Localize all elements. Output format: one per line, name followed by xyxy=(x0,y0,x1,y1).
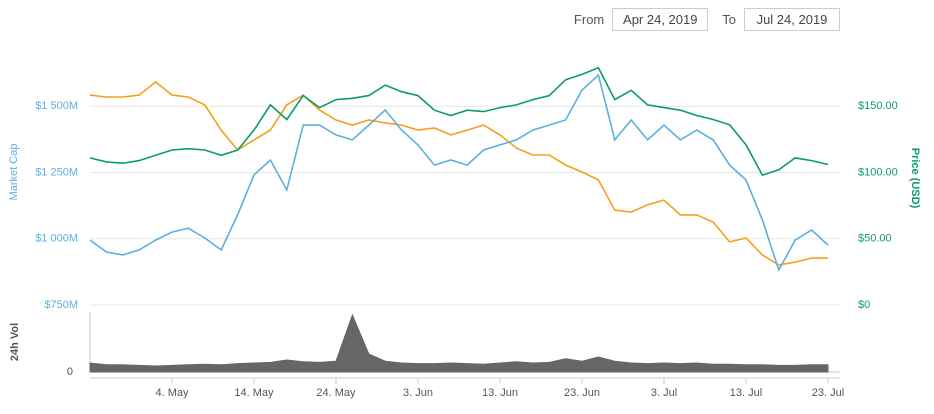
y2-tick-label: $100.00 xyxy=(858,166,898,178)
from-label: From xyxy=(573,12,605,27)
y-tick-label: 0 xyxy=(67,366,73,378)
series-line xyxy=(89,80,828,266)
date-range: From Apr 24, 2019 To Jul 24, 2019 xyxy=(574,8,840,31)
x-tick-label: 24. May xyxy=(316,387,356,399)
from-input[interactable]: Apr 24, 2019 xyxy=(612,8,709,31)
to-input[interactable]: Jul 24, 2019 xyxy=(744,8,840,31)
x-tick-label: 3. Jun xyxy=(403,387,433,399)
volume-area xyxy=(89,313,829,373)
y-tick-label: $750M xyxy=(44,299,78,311)
y-axis-title: Market Cap xyxy=(8,144,20,201)
y2-tick-label: $50.00 xyxy=(858,233,892,245)
x-tick-label: 13. Jun xyxy=(482,387,518,399)
x-tick-label: 14. May xyxy=(234,387,274,399)
to-label: To xyxy=(722,12,736,27)
y2-axis-title: Price (USD) xyxy=(909,148,921,209)
y-tick-label: $1 250M xyxy=(35,166,78,178)
y-tick-label: $1 000M xyxy=(35,233,78,245)
x-tick-label: 23. Jul xyxy=(812,387,844,399)
x-tick-label: 13. Jul xyxy=(730,387,762,399)
series-line xyxy=(89,73,829,273)
x-tick-label: 4. May xyxy=(155,387,189,399)
y-axis-title: 24h Vol xyxy=(9,323,21,361)
x-tick-label: 23. Jun xyxy=(564,387,600,399)
y2-tick-label: $150.00 xyxy=(858,100,898,112)
x-tick-label: 3. Jul xyxy=(651,387,677,399)
y2-tick-label: $0 xyxy=(858,299,870,311)
y-tick-label: $1 500M xyxy=(35,100,78,112)
series-line xyxy=(89,66,829,177)
